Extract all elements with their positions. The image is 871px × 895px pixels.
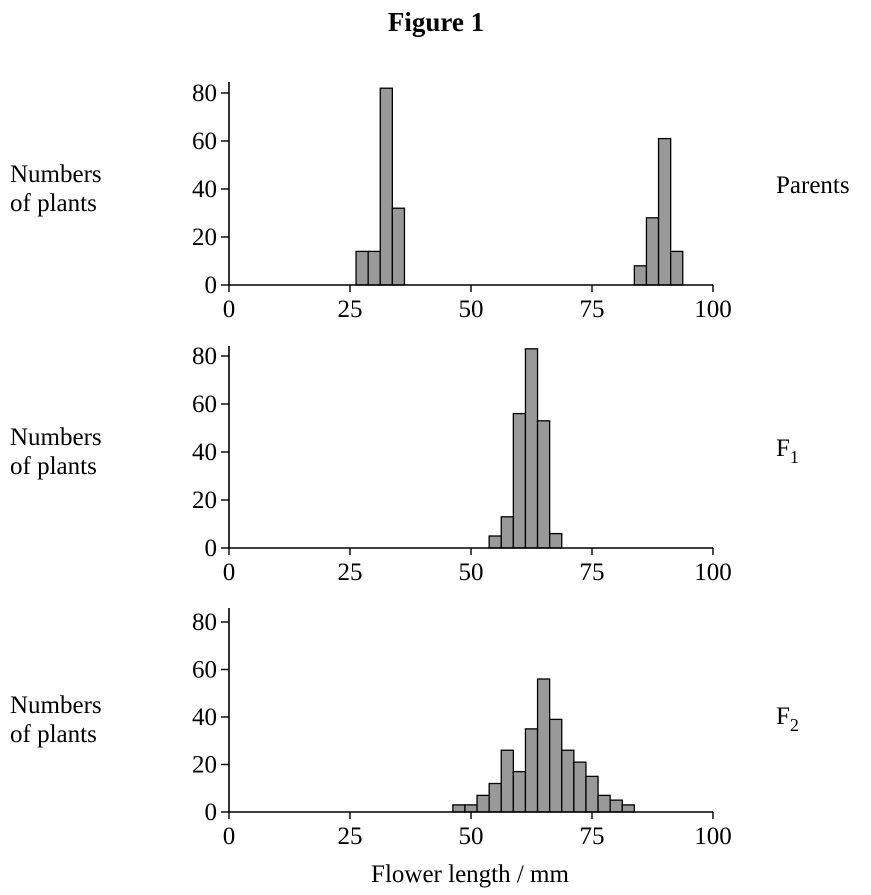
- histogram-bar: [585, 775, 599, 813]
- histogram-bar: [476, 794, 490, 813]
- panel-label: Parents: [776, 172, 850, 199]
- y-tick-label: 60: [192, 391, 217, 418]
- x-tick-label: 0: [223, 823, 236, 850]
- y-axis-label: Numbers: [10, 424, 102, 451]
- y-tick-label: 40: [192, 704, 217, 731]
- y-axis-label: of plants: [10, 453, 97, 480]
- histogram-bar: [597, 794, 611, 813]
- x-tick-label: 100: [694, 296, 732, 323]
- histogram-bar: [379, 87, 394, 286]
- histogram-bar: [512, 412, 527, 549]
- x-tick-label: 50: [459, 823, 484, 850]
- panel-label: F2: [776, 703, 799, 735]
- y-tick-label: 40: [192, 176, 217, 203]
- y-axis-label: of plants: [10, 721, 97, 748]
- histogram-bar: [355, 250, 369, 286]
- y-tick-label: 80: [192, 609, 217, 636]
- y-tick-label: 60: [192, 657, 217, 684]
- histogram-bar: [549, 532, 563, 549]
- x-tick-label: 0: [223, 296, 236, 323]
- histogram-bar: [549, 718, 563, 813]
- histogram-bar: [512, 770, 527, 813]
- panel-label: F1: [776, 435, 799, 467]
- histogram-bar: [536, 678, 551, 813]
- y-tick-label: 0: [205, 272, 218, 299]
- y-axis-label: of plants: [10, 190, 97, 217]
- y-tick-label: 40: [192, 439, 217, 466]
- histogram-bar: [561, 749, 575, 813]
- y-axis-label: Numbers: [10, 161, 102, 188]
- histogram-bar: [573, 761, 587, 813]
- figure-title: Figure 1: [388, 7, 484, 37]
- x-tick-label: 0: [223, 559, 236, 586]
- x-axis-label: Flower length / mm: [371, 861, 569, 888]
- histogram-bar: [367, 250, 381, 286]
- x-tick-label: 75: [580, 823, 605, 850]
- x-tick-label: 75: [580, 296, 605, 323]
- x-tick-label: 25: [338, 823, 363, 850]
- histogram-bar: [645, 217, 660, 286]
- y-axis-label: Numbers: [10, 692, 102, 719]
- histogram-bar: [524, 348, 539, 549]
- histogram-bar: [500, 516, 515, 549]
- histogram-bar: [621, 804, 636, 813]
- x-tick-label: 75: [580, 559, 605, 586]
- histogram-bar: [536, 420, 551, 549]
- x-tick-label: 50: [459, 296, 484, 323]
- histogram-bar: [524, 728, 539, 813]
- histogram-bar: [500, 749, 515, 813]
- y-tick-label: 80: [192, 80, 217, 107]
- histogram-bar: [670, 250, 684, 286]
- x-tick-label: 25: [338, 296, 363, 323]
- y-tick-label: 0: [205, 799, 218, 826]
- y-tick-label: 80: [192, 343, 217, 370]
- histogram-bar: [657, 137, 672, 286]
- histogram-bar: [488, 535, 502, 549]
- y-tick-label: 0: [205, 535, 218, 562]
- y-tick-label: 20: [192, 752, 217, 779]
- x-tick-label: 100: [694, 559, 732, 586]
- y-tick-label: 20: [192, 487, 217, 514]
- histogram-bar: [464, 804, 478, 813]
- histogram-bar: [391, 207, 406, 286]
- histogram-bar: [633, 265, 648, 286]
- histogram-bar: [488, 782, 502, 813]
- histogram-bar: [452, 804, 466, 813]
- histogram-bar: [609, 799, 623, 813]
- y-tick-label: 60: [192, 128, 217, 155]
- y-tick-label: 20: [192, 224, 217, 251]
- x-tick-label: 25: [338, 559, 363, 586]
- x-tick-label: 100: [694, 823, 732, 850]
- x-tick-label: 50: [459, 559, 484, 586]
